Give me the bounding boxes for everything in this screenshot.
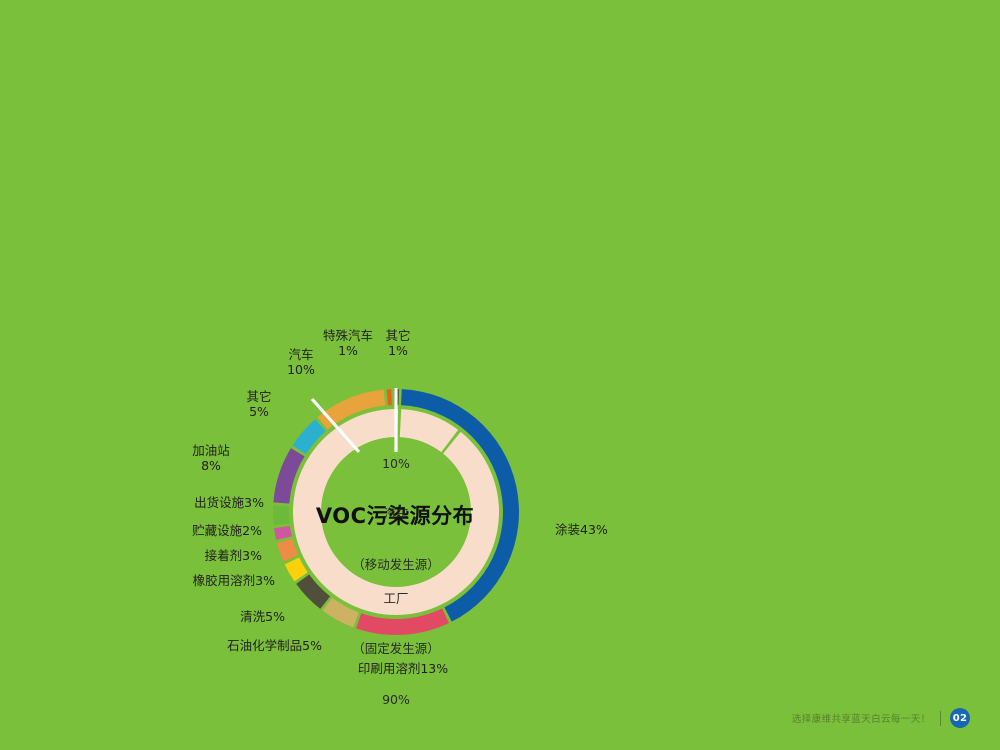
chart-center-title: VOC污染源分布: [315, 504, 475, 528]
page-number-badge: 02: [950, 708, 970, 728]
outer-segment-4: [284, 557, 308, 582]
segment-label-shipping-facility: 出货设施3%: [194, 495, 264, 510]
slide-footer: 选择康维共享蓝天白云每一天！ 02: [792, 708, 970, 728]
outer-ring-segments: [272, 389, 519, 635]
inner-label-mobile-line3: （移动发生源）: [352, 557, 440, 572]
segment-label-gas-station: 加油站 8%: [192, 443, 230, 473]
outer-segment-6: [274, 526, 292, 541]
outer-segment-1: [356, 608, 450, 635]
footer-divider: [939, 710, 941, 726]
segment-label-printing-solvent: 印刷用溶剂13%: [357, 661, 449, 676]
outer-segment-0: [401, 389, 519, 622]
inner-label-mobile-source: 10% 汽车 （移动发生源）: [316, 422, 476, 608]
outer-segment-2: [322, 597, 359, 628]
inner-label-stationary-line3: 90%: [382, 692, 410, 707]
inner-label-stationary-source: 工厂 （固定发生源） 90%: [316, 557, 476, 743]
outer-segment-7: [272, 505, 290, 526]
footer-tagline: 选择康维共享蓝天白云每一天！: [791, 714, 931, 725]
segment-label-other-stationary: 其它 5%: [246, 389, 272, 419]
segment-label-adhesive: 接着剂3%: [204, 548, 262, 563]
inner-ring-segments: [293, 409, 500, 616]
inner-label-stationary-line2: （固定发生源）: [352, 641, 440, 657]
segment-label-automobile: 汽车 10%: [287, 347, 315, 377]
outer-segment-11: [386, 389, 392, 406]
outer-segment-10: [317, 389, 386, 430]
inner-segment-1: [399, 409, 459, 453]
segment-label-cleaning: 清洗5%: [240, 609, 285, 624]
outer-segment-9: [292, 419, 326, 455]
outer-segment-5: [276, 538, 299, 562]
segment-label-coating: 涂装43%: [555, 522, 608, 537]
segment-label-other-mobile: 其它 1%: [385, 328, 411, 358]
inner-label-mobile-line1: 10%: [382, 455, 410, 471]
segment-label-storage-facility: 贮藏设施2%: [192, 523, 262, 538]
inner-label-mobile-line2: 汽车: [383, 506, 409, 522]
outer-segment-3: [296, 574, 331, 609]
segment-label-rubber-solvent: 橡胶用溶剂3%: [192, 573, 275, 588]
leader-lines: [310, 388, 398, 454]
inner-label-stationary-line1: 工厂: [383, 590, 409, 606]
outer-segment-8: [273, 448, 305, 504]
segment-label-special-vehicle: 特殊汽车 1%: [322, 328, 373, 358]
segment-label-petrochemical: 石油化学制品5%: [227, 638, 322, 653]
